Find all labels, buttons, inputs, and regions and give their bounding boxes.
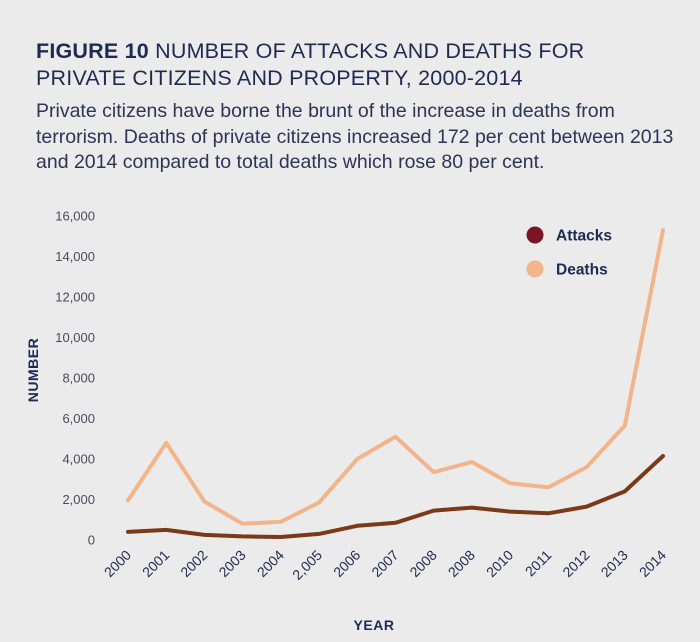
legend: Attacks Deaths: [526, 226, 612, 279]
x-tick-label: 2003: [215, 547, 248, 580]
x-tick-label: 2008: [445, 547, 478, 580]
y-tick-label: 10,000: [55, 330, 95, 345]
figure-label: FIGURE 10: [36, 39, 149, 63]
x-tick-label: 2012: [559, 547, 592, 580]
x-tick-label: 2008: [406, 547, 439, 580]
x-tick-label: 2010: [483, 547, 516, 580]
x-axis-ticks: 2000 2001 2002 2003 2004 2,005 2006 2007 2008 200…: [101, 547, 669, 583]
x-tick-label: 2001: [139, 547, 172, 580]
y-tick-label: 2,000: [62, 492, 95, 507]
figure-title: NUMBER OF ATTACKS AND DEATHS FOR PRIVATE…: [36, 39, 585, 90]
x-tick-label: 2,005: [289, 547, 325, 583]
x-tick-label: 2006: [330, 547, 363, 580]
series-lines: [126, 228, 665, 539]
x-tick-label: 2000: [101, 547, 134, 580]
x-axis-label: YEAR: [354, 617, 395, 633]
x-tick-label: 2014: [636, 547, 669, 580]
y-tick-label: 16,000: [55, 209, 95, 224]
y-axis-ticks: 0 2,000 4,000 6,000 8,000 10,000 12,000 14,000 1…: [55, 209, 95, 548]
y-tick-label: 4,000: [62, 452, 95, 467]
legend-label-deaths: Deaths: [556, 262, 608, 279]
series-line-deaths: [126, 228, 665, 526]
x-tick-label: 2004: [254, 547, 287, 580]
chart-title: FIGURE 10 NUMBER OF ATTACKS AND DEATHS F…: [36, 38, 676, 92]
x-tick-label: 2013: [598, 547, 631, 580]
y-axis-label: NUMBER: [25, 338, 41, 402]
series-line-attacks: [126, 454, 665, 539]
chart-subtitle: Private citizens have borne the brunt of…: [36, 100, 674, 173]
y-tick-label: 12,000: [55, 290, 95, 305]
legend-marker-deaths: [526, 260, 544, 278]
y-tick-label: 8,000: [62, 371, 95, 386]
x-tick-label: 2011: [522, 547, 555, 580]
x-tick-label: 2007: [368, 547, 401, 580]
y-tick-label: 0: [88, 533, 95, 548]
x-tick-label: 2002: [177, 547, 210, 580]
legend-marker-attacks: [526, 226, 544, 244]
y-tick-label: 14,000: [55, 249, 95, 264]
y-tick-label: 6,000: [62, 411, 95, 426]
legend-label-attacks: Attacks: [556, 228, 612, 245]
